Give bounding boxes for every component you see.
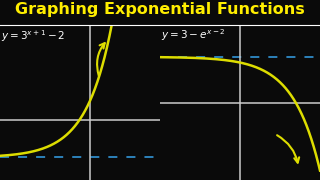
Text: $y = 3^{x+1} - 2$: $y = 3^{x+1} - 2$ bbox=[1, 28, 66, 44]
Text: $y = 3 - e^{x-2}$: $y = 3 - e^{x-2}$ bbox=[161, 28, 226, 43]
Text: Graphing Exponential Functions: Graphing Exponential Functions bbox=[15, 2, 305, 17]
